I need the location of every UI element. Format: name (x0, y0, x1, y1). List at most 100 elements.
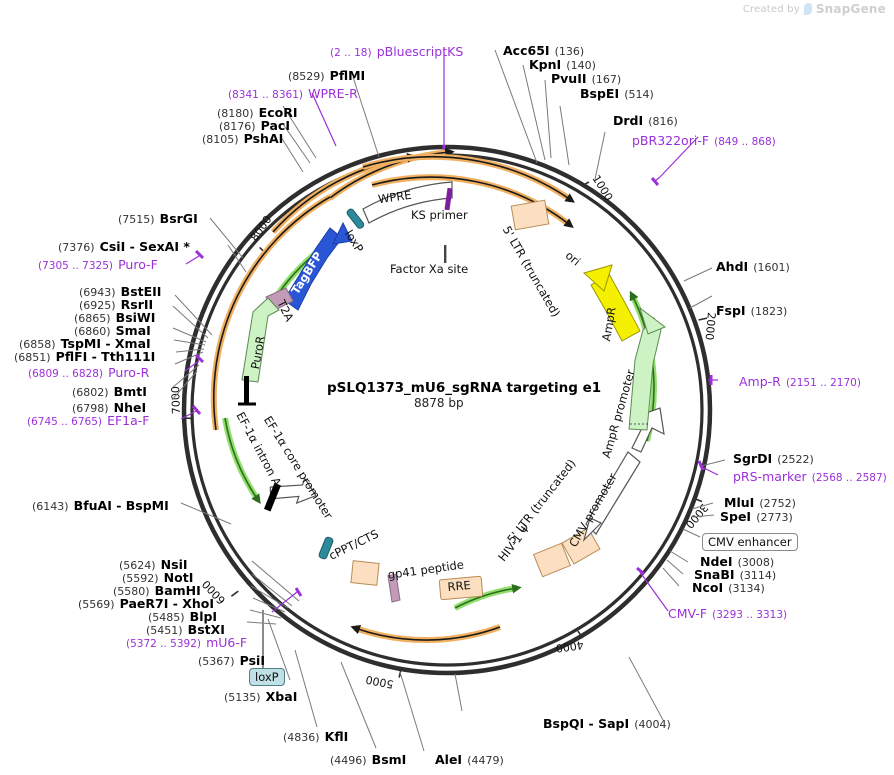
enzyme-label-alei[interactable]: AleI (4479) (435, 751, 504, 768)
enzyme-name: SpeI (720, 509, 752, 524)
enzyme-label-pshai[interactable]: (8105) PshAI (202, 130, 283, 147)
primer-name: WPRE-R (308, 86, 358, 101)
enzyme-pos: (8180) (217, 107, 254, 120)
enzyme-label-bspei[interactable]: BspEI (514) (580, 85, 654, 102)
enzyme-pos: (6860) (74, 325, 111, 338)
enzyme-name: BsmI (371, 752, 407, 767)
primer-name: EF1a-F (107, 413, 150, 428)
enzyme-label-noti[interactable]: (5592) NotI (122, 569, 193, 586)
enzyme-label-nsii[interactable]: (5624) NsiI (119, 556, 188, 573)
enzyme-pos: (5592) (122, 572, 159, 585)
enzyme-label-bstxi[interactable]: (5451) BstXI (146, 621, 225, 638)
enzyme-name: BmtI (113, 384, 147, 399)
enzyme-label-bspqi-sapi[interactable]: BspQI - SapI (4004) (543, 715, 671, 732)
primer-range: (5372 .. 5392) (126, 638, 201, 650)
enzyme-name: KflI (324, 729, 349, 744)
tick-label: 7000 (169, 386, 183, 414)
enzyme-label-bmti[interactable]: (6802) BmtI (72, 383, 147, 400)
enzyme-pos: (3134) (728, 582, 765, 595)
enzyme-label-nhei[interactable]: (6798) NheI (72, 399, 146, 416)
enzyme-pos: (8529) (288, 70, 325, 83)
plasmid-size: 8878 bp (414, 396, 464, 410)
enzyme-pos: (8105) (202, 133, 239, 146)
primer-label-ef1a-f[interactable]: (6745 .. 6765) EF1a-F (27, 412, 150, 429)
tick-label: 1000 (589, 173, 615, 204)
enzyme-label-pvuii[interactable]: PvuII (167) (551, 70, 621, 87)
primer-label-pbluescriptks[interactable]: (2 .. 18) pBluescriptKS (330, 43, 463, 60)
enzyme-label-bamhi[interactable]: (5580) BamHI (113, 582, 201, 599)
enzyme-label-bfuai-bspmi[interactable]: (6143) BfuAI - BspMI (32, 497, 169, 514)
enzyme-pos: (6858) (19, 338, 56, 351)
enzyme-label-xbai[interactable]: (5135) XbaI (224, 688, 297, 705)
enzyme-pos: (6143) (32, 500, 69, 513)
enzyme-name: DrdI (613, 113, 644, 128)
enzyme-label-paci[interactable]: (8176) PacI (219, 117, 290, 134)
primer-name: pBR322ori-F (632, 133, 710, 148)
enzyme-label-kfli[interactable]: (4836) KflI (283, 728, 348, 745)
enzyme-label-mlui[interactable]: MluI (2752) (724, 494, 796, 511)
enzyme-label-acc65i[interactable]: Acc65I (136) (503, 42, 584, 59)
primer-label-wpre-r[interactable]: (8341 .. 8361) WPRE-R (228, 85, 358, 102)
enzyme-label-bstei[interactable]: (6943) BstEII (79, 283, 161, 300)
enzyme-pos: (6802) (72, 386, 109, 399)
enzyme-pos: (1601) (753, 261, 790, 274)
enzyme-label-snabi[interactable]: SnaBI (3114) (694, 566, 776, 583)
enzyme-pos: (140) (566, 59, 596, 72)
enzyme-label-smai[interactable]: (6860) SmaI (74, 322, 151, 339)
enzyme-pos: (6943) (79, 286, 116, 299)
enzyme-label-blpi[interactable]: (5485) BlpI (148, 608, 217, 625)
enzyme-pos: (3114) (739, 569, 777, 582)
enzyme-pos: (2773) (756, 511, 793, 524)
tick-label: 4000 (555, 638, 585, 655)
primer-label-puro-r[interactable]: (6809 .. 6828) Puro-R (28, 364, 149, 381)
enzyme-label-rsrii[interactable]: (6925) RsrII (79, 296, 153, 313)
enzyme-label-pflfi-tth111i[interactable]: (6851) PflFI - Tth111I (14, 348, 155, 365)
enzyme-label-ncoi[interactable]: NcoI (3134) (692, 579, 765, 596)
enzyme-label-tspmi-xmai[interactable]: (6858) TspMI - XmaI (19, 335, 151, 352)
enzyme-label-ahdi[interactable]: AhdI (1601) (716, 258, 790, 275)
feature-bar-left (244, 376, 249, 404)
primer-range: (2151 .. 2170) (785, 377, 861, 389)
enzyme-label-sgrdi[interactable]: SgrDI (2522) (733, 450, 814, 467)
enzyme-label-drdi[interactable]: DrdI (816) (613, 112, 678, 129)
enzyme-label-bsiwi[interactable]: (6865) BsiWI (74, 309, 155, 326)
enzyme-label-csii-sexai[interactable]: (7376) CsiI - SexAI * (58, 238, 190, 255)
enzyme-name: FspI (716, 303, 746, 318)
enzyme-pos: (6798) (72, 402, 109, 415)
enzyme-pos: (7515) (118, 213, 155, 226)
feature-shapes (238, 181, 666, 668)
primer-label-prs-marker[interactable]: pRS-marker (2568 .. 2587) (733, 468, 887, 485)
primer-label-cmv-f[interactable]: CMV-F (3293 .. 3313) (668, 605, 787, 622)
primer-range: (2 .. 18) (330, 47, 372, 59)
enzyme-label-spei[interactable]: SpeI (2773) (720, 508, 793, 525)
enzyme-name: NcoI (692, 580, 724, 595)
enzyme-pos: (2752) (759, 497, 796, 510)
enzyme-label-pflmi[interactable]: (8529) PflMI (288, 67, 365, 84)
primer-label-pbr322ori-f[interactable]: pBR322ori-F (849 .. 868) (632, 132, 776, 149)
primer-label-mu6-f[interactable]: (5372 .. 5392) mU6-F (126, 634, 247, 651)
primer-name: CMV-F (668, 606, 708, 621)
enzyme-label-bsmi[interactable]: (4496) BsmI (330, 751, 406, 768)
tick-label: 5000 (365, 673, 395, 691)
enzyme-name: NdeI (700, 554, 733, 569)
feature-gp41 (387, 573, 401, 603)
enzyme-label-ecori[interactable]: (8180) EcoRI (217, 104, 297, 121)
primer-label-amp-r[interactable]: Amp-R (2151 .. 2170) (739, 373, 861, 390)
enzyme-name: BamHI (154, 583, 201, 598)
enzyme-label-kpni[interactable]: KpnI (140) (529, 56, 596, 73)
primer-name: pBluescriptKS (376, 44, 464, 59)
enzyme-name: Acc65I (503, 43, 550, 58)
cmv-enhancer-box: CMV enhancer (702, 533, 798, 551)
enzyme-label-fspi[interactable]: FspI (1823) (716, 302, 787, 319)
enzyme-label-psii[interactable]: (5367) PsiI (198, 652, 265, 669)
primer-label-puro-f[interactable]: (7305 .. 7325) Puro-F (38, 256, 158, 273)
enzyme-label-bsrgi[interactable]: (7515) BsrGI (118, 210, 198, 227)
feature-loxp-upper (346, 208, 365, 229)
feature-label-loxp-bottom: loxP (249, 668, 285, 686)
enzyme-label-ndei[interactable]: NdeI (3008) (700, 553, 774, 570)
enzyme-name: BstEII (120, 284, 162, 299)
enzyme-pos: (167) (591, 73, 622, 86)
enzyme-label-paer7i-xhoi[interactable]: (5569) PaeR7I - XhoI (78, 595, 214, 612)
enzyme-pos: (514) (624, 88, 654, 101)
enzyme-pos: (6925) (79, 299, 116, 312)
